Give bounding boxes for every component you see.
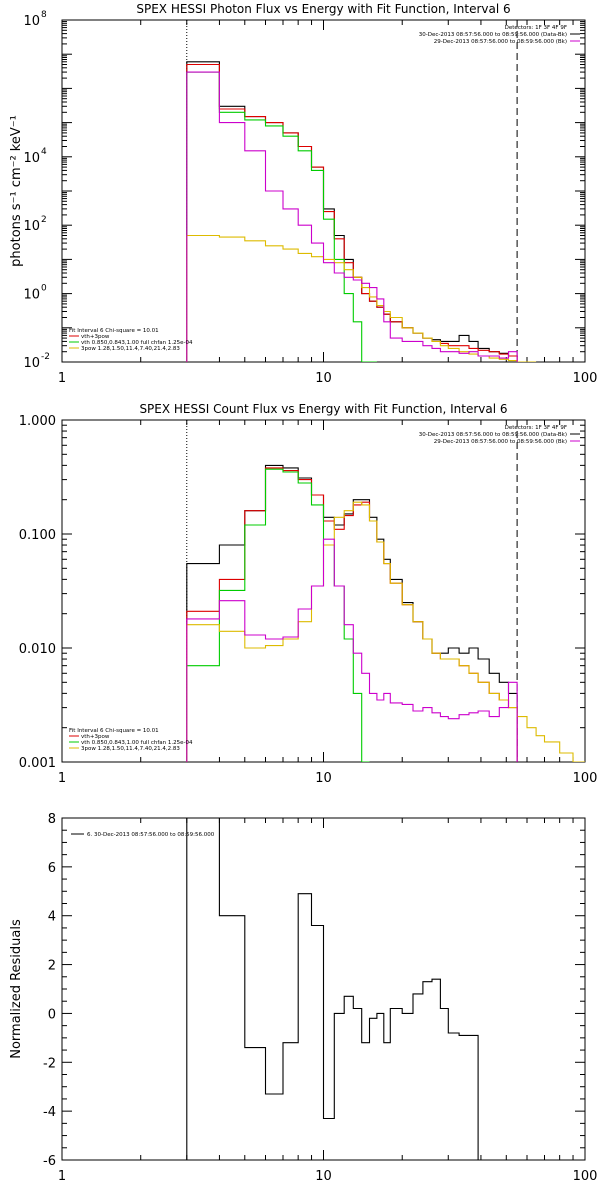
x-tick-label: 100 (573, 771, 598, 786)
chart-title: SPEX HESSI Photon Flux vs Energy with Fi… (136, 2, 510, 16)
legend-left-entry: vth+3pow (81, 334, 110, 340)
y-axis-label: Normalized Residuals (9, 919, 24, 1059)
x-tick-label: 10 (315, 771, 332, 786)
chart-title: SPEX HESSI Count Flux vs Energy with Fit… (139, 402, 507, 416)
x-tick-label: 100 (573, 371, 598, 386)
series-1-line (186, 464, 518, 762)
panel-2: 1 10 100 0.001 0.010 0.100 1.000 SPEX HESSI Cou… (19, 402, 598, 786)
y-tick-label: 2 (48, 959, 56, 974)
series-1-line (186, 818, 479, 1160)
legend-left: Fit Interval 6 Chi-square = 10.01vth+3po… (69, 328, 193, 352)
y-tick-exponent: 2 (41, 215, 47, 225)
x-tick-label: 10 (315, 1169, 332, 1184)
y-tick-label: -6 (43, 1154, 56, 1169)
y-tick-label: 10 (23, 288, 40, 303)
legend-right-entry: 29-Dec-2013 08:57:56.000 to 08:59:56.000… (434, 439, 567, 445)
y-tick-label: 0.100 (19, 528, 56, 543)
legend-left-entry: vth+3pow (81, 734, 110, 740)
panel-3: 1 10 100 -6 -4 -2 0 2 4 6 8 Normalized Residuals 6. … (9, 812, 597, 1184)
legend-left-entry: Fit Interval 6 Chi-square = 10.01 (69, 328, 159, 334)
legend-left: 6. 30-Dec-2013 08:57:56.000 to 08:59:56.… (71, 832, 215, 838)
series-4-line (186, 501, 585, 762)
y-axis-label: photons s⁻¹ cm⁻² keV⁻¹ (9, 115, 24, 267)
x-tick-label: 1 (58, 1169, 66, 1184)
series-2-line (186, 63, 518, 362)
series-2-line (186, 467, 518, 762)
legend-left: Fit Interval 6 Chi-square = 10.01vth+3po… (69, 728, 193, 752)
series-5-line (186, 538, 518, 762)
legend-right-entry: Detectors: 1F 3F 4F 9F (505, 25, 567, 31)
y-tick-label: 10 (23, 151, 40, 166)
y-tick-label: -2 (43, 1056, 56, 1071)
y-tick-exponent: 4 (41, 147, 47, 157)
legend-right-entry: 30-Dec-2013 08:57:56.000 to 08:59:56.000… (419, 432, 567, 438)
y-tick-label: 1.000 (19, 414, 56, 429)
legend-left-entry: vth 0.850,0.843,1.00 full chfan 1.25e-04 (81, 740, 193, 746)
y-tick-label: 10 (23, 14, 40, 29)
legend-left-entry: vth 0.850,0.843,1.00 full chfan 1.25e-04 (81, 340, 193, 346)
legend-right-entry: 29-Dec-2013 08:57:56.000 to 08:59:56.000… (434, 39, 567, 45)
y-tick-label: 0.001 (19, 756, 56, 771)
legend-left-entry: 6. 30-Dec-2013 08:57:56.000 to 08:59:56.… (87, 832, 215, 838)
y-tick-exponent: 0 (41, 284, 47, 294)
series-group (186, 61, 537, 362)
y-tick-label: 0.010 (19, 642, 56, 657)
legend-right-entry: Detectors: 1F 3F 4F 9F (505, 425, 567, 431)
y-tick-label: 6 (48, 861, 56, 876)
plot-frame (61, 419, 586, 763)
y-tick-label: 10 (23, 219, 40, 234)
series-3-line (186, 468, 370, 762)
x-tick-label: 10 (315, 371, 332, 386)
y-tick-exponent: 8 (41, 10, 47, 20)
series-5-line (186, 71, 518, 362)
legend-right-entry: 30-Dec-2013 08:57:56.000 to 08:59:56.000… (419, 32, 567, 38)
series-group (186, 464, 585, 762)
legend-left-entry: 3pow 1.28,1.50,11.4,7.40,21.4,2.83 (81, 746, 180, 752)
x-tick-label: 1 (58, 771, 66, 786)
series-1-line (186, 61, 518, 362)
y-tick-label: 8 (48, 812, 56, 827)
legend-left-entry: 3pow 1.28,1.50,11.4,7.40,21.4,2.83 (81, 346, 180, 352)
y-tick-label: 4 (48, 910, 56, 925)
y-tick-label: 10 (23, 356, 40, 371)
x-tick-label: 1 (58, 371, 66, 386)
series-group (186, 818, 479, 1160)
y-tick-exponent: -2 (41, 352, 50, 362)
x-tick-label: 100 (573, 1169, 598, 1184)
legend-left-entry: Fit Interval 6 Chi-square = 10.01 (69, 728, 159, 734)
series-3-line (186, 71, 377, 362)
y-tick-label: -4 (43, 1105, 56, 1120)
y-tick-label: 0 (48, 1007, 56, 1022)
